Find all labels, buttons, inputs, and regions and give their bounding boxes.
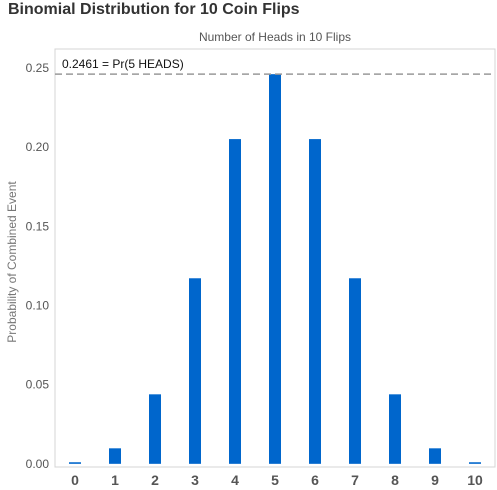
y-tick-label: 0.15 [26, 219, 50, 233]
x-tick-label: 3 [191, 472, 199, 488]
x-tick-label: 0 [71, 472, 79, 488]
x-axis: 0 1 2 3 4 5 6 7 8 9 10 [71, 472, 483, 488]
y-tick-label: 0.00 [26, 457, 50, 471]
reference-line-label: 0.2461 = Pr(5 HEADS) [62, 57, 184, 71]
y-tick-label: 0.25 [26, 61, 50, 75]
bar [229, 139, 241, 464]
bar [389, 394, 401, 464]
y-tick-label: 0.10 [26, 299, 50, 313]
y-axis: 0.00 0.05 0.10 0.15 0.20 0.25 [26, 61, 50, 471]
bar [149, 394, 161, 464]
y-tick-label: 0.05 [26, 378, 50, 392]
bar [109, 448, 121, 464]
y-tick-label: 0.20 [26, 140, 50, 154]
bar-series [69, 74, 481, 464]
bar [349, 278, 361, 464]
bar [269, 74, 281, 464]
x-tick-label: 10 [467, 472, 483, 488]
x-tick-label: 9 [431, 472, 439, 488]
y-axis-title: Probability of Combined Event [5, 181, 19, 343]
bar [69, 462, 81, 464]
x-axis-title: Number of Heads in 10 Flips [198, 30, 352, 44]
bar [469, 462, 481, 464]
x-tick-label: 5 [271, 472, 279, 488]
chart-title: Binomial Distribution for 10 Coin Flips [8, 1, 300, 18]
x-tick-label: 1 [111, 472, 119, 488]
x-tick-label: 8 [391, 472, 399, 488]
bar [309, 139, 321, 464]
bar [189, 278, 201, 464]
x-tick-label: 2 [151, 472, 159, 488]
x-tick-label: 4 [231, 472, 239, 488]
bar [429, 448, 441, 464]
x-tick-label: 7 [351, 472, 359, 488]
x-tick-label: 6 [311, 472, 319, 488]
